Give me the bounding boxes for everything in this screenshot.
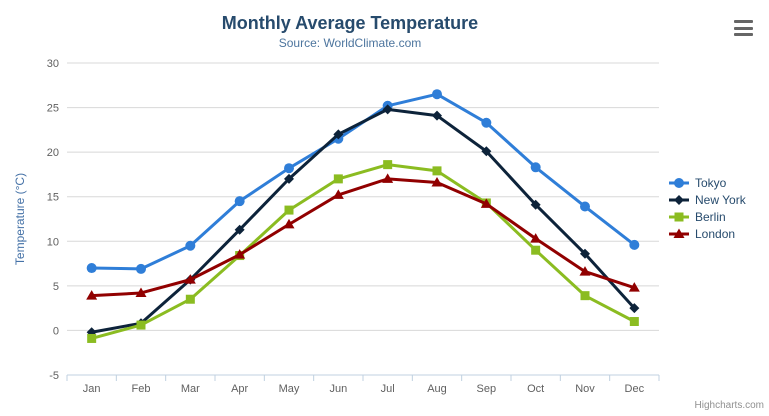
data-point-marker bbox=[382, 173, 394, 183]
data-point-marker bbox=[185, 240, 196, 251]
data-point-marker bbox=[333, 174, 343, 184]
x-axis-tick-label: May bbox=[279, 383, 300, 395]
data-point-marker bbox=[481, 146, 492, 157]
x-axis-tick-label: Sep bbox=[477, 383, 497, 395]
data-point-marker bbox=[674, 178, 684, 188]
hamburger-icon bbox=[734, 26, 753, 30]
y-axis-title: Temperature (°C) bbox=[13, 173, 27, 265]
data-point-marker bbox=[530, 233, 542, 243]
x-axis-tick-label: Dec bbox=[625, 383, 645, 395]
data-point-marker bbox=[184, 274, 196, 284]
data-point-marker bbox=[234, 224, 245, 235]
data-point-marker bbox=[432, 166, 442, 176]
series-line bbox=[90, 163, 636, 340]
data-point-marker bbox=[283, 218, 295, 229]
x-axis-tick-label: Oct bbox=[527, 383, 544, 395]
data-point-marker bbox=[580, 291, 590, 301]
y-axis-tick-label: -5 bbox=[49, 370, 59, 382]
x-axis-tick-label: Feb bbox=[132, 383, 151, 395]
legend-marker-icon bbox=[669, 178, 689, 188]
data-point-marker bbox=[580, 201, 590, 212]
data-point-marker bbox=[185, 294, 195, 304]
y-axis-tick-label: 5 bbox=[53, 281, 59, 293]
legend-marker-icon bbox=[669, 212, 689, 222]
chart-title: Monthly Average Temperature bbox=[221, 13, 479, 33]
series-new-york bbox=[86, 104, 640, 338]
data-point-marker bbox=[629, 239, 640, 250]
data-point-marker bbox=[333, 129, 344, 140]
export-menu-button[interactable] bbox=[734, 20, 754, 36]
legend-item-berlin[interactable]: Berlin bbox=[668, 210, 746, 224]
y-axis-tick-label: 25 bbox=[47, 103, 59, 115]
legend-item-label: London bbox=[695, 227, 736, 241]
data-point-marker bbox=[284, 205, 294, 215]
legend-item-london[interactable]: London bbox=[668, 227, 746, 241]
chart-subtitle: Source: WorldClimate.com bbox=[278, 36, 422, 50]
data-point-marker bbox=[674, 212, 684, 222]
data-point-marker bbox=[432, 110, 442, 121]
legend-item-label: Tokyo bbox=[695, 176, 727, 190]
data-point-marker bbox=[284, 173, 294, 184]
data-point-marker bbox=[432, 89, 442, 100]
x-axis-tick-label: Jan bbox=[83, 383, 101, 395]
highcharts-credits-link[interactable]: Highcharts.com bbox=[694, 400, 764, 411]
data-point-marker bbox=[629, 303, 640, 314]
legend-marker-icon bbox=[669, 195, 689, 205]
series-line bbox=[90, 177, 636, 298]
x-axis-tick-label: Nov bbox=[575, 383, 595, 395]
data-point-marker bbox=[579, 266, 591, 276]
legend-item-label: Berlin bbox=[695, 210, 726, 224]
data-point-marker bbox=[674, 195, 684, 205]
y-axis-tick-label: 20 bbox=[47, 147, 59, 159]
data-point-marker bbox=[135, 287, 147, 297]
data-point-marker bbox=[530, 162, 541, 173]
x-axis-tick-label: Jun bbox=[329, 383, 347, 395]
series-line bbox=[90, 107, 636, 334]
series-tokyo bbox=[86, 89, 640, 274]
legend-marker-icon bbox=[669, 228, 689, 238]
y-axis-tick-label: 10 bbox=[47, 236, 59, 248]
data-point-marker bbox=[234, 249, 246, 259]
chart-legend: Tokyo New York Berlin London bbox=[668, 176, 746, 241]
y-axis-tick-label: 0 bbox=[53, 325, 59, 337]
data-point-marker bbox=[87, 333, 97, 343]
data-point-marker bbox=[628, 282, 640, 292]
hamburger-icon bbox=[734, 33, 753, 36]
data-point-marker bbox=[531, 245, 541, 255]
data-point-marker bbox=[136, 263, 146, 274]
data-point-marker bbox=[431, 176, 443, 187]
data-point-marker bbox=[332, 189, 344, 199]
data-point-marker bbox=[86, 263, 97, 274]
x-axis-tick-label: Aug bbox=[427, 383, 447, 395]
data-point-marker bbox=[580, 248, 590, 259]
data-point-marker bbox=[480, 198, 492, 208]
data-point-marker bbox=[86, 290, 98, 300]
legend-item-label: New York bbox=[695, 193, 746, 207]
data-point-marker bbox=[530, 199, 541, 210]
data-point-marker bbox=[481, 117, 492, 128]
data-point-marker bbox=[629, 317, 639, 327]
data-point-marker bbox=[234, 196, 245, 207]
legend-item-new-york[interactable]: New York bbox=[668, 193, 746, 207]
series-london bbox=[86, 173, 640, 300]
x-axis-tick-label: Mar bbox=[181, 383, 200, 395]
y-axis-tick-label: 15 bbox=[47, 192, 59, 204]
x-axis-tick-label: Jul bbox=[381, 383, 395, 395]
legend-item-tokyo[interactable]: Tokyo bbox=[668, 176, 746, 190]
y-axis-tick-label: 30 bbox=[47, 58, 59, 70]
x-axis-tick-label: Apr bbox=[231, 383, 248, 395]
hamburger-icon bbox=[734, 20, 753, 23]
data-point-marker bbox=[382, 104, 393, 115]
data-point-marker bbox=[673, 228, 685, 238]
data-point-marker bbox=[383, 160, 393, 170]
data-point-marker bbox=[284, 163, 294, 174]
data-point-marker bbox=[136, 320, 146, 330]
